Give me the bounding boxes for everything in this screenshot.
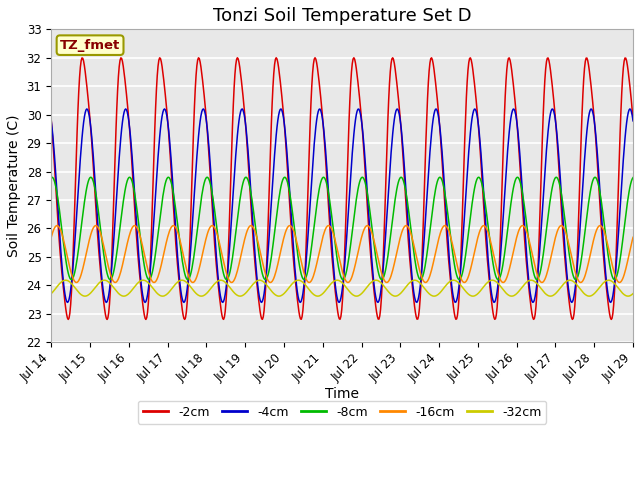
-32cm xyxy=(177,277,184,283)
X-axis label: Time: Time xyxy=(325,387,359,401)
Line: -4cm: -4cm xyxy=(51,109,633,302)
-4cm xyxy=(629,118,637,124)
-4cm xyxy=(58,260,65,266)
-32cm xyxy=(47,291,55,297)
-4cm xyxy=(118,126,125,132)
-2cm xyxy=(629,117,637,122)
-8cm xyxy=(591,174,599,180)
-4cm xyxy=(47,118,55,124)
-16cm xyxy=(58,230,65,236)
-8cm xyxy=(58,226,65,232)
-8cm xyxy=(47,175,55,180)
-32cm xyxy=(430,293,438,299)
-16cm xyxy=(209,223,217,229)
-32cm xyxy=(207,285,215,290)
-2cm xyxy=(118,59,126,64)
-8cm xyxy=(177,247,184,252)
Line: -8cm: -8cm xyxy=(51,177,633,280)
-2cm xyxy=(103,317,111,323)
-16cm xyxy=(170,223,177,228)
-16cm xyxy=(118,265,125,271)
Line: -32cm: -32cm xyxy=(51,280,633,296)
-16cm xyxy=(415,264,422,269)
-16cm xyxy=(629,234,637,240)
-16cm xyxy=(432,250,440,255)
-8cm xyxy=(611,277,618,283)
-4cm xyxy=(141,300,149,305)
-16cm xyxy=(179,248,186,253)
-4cm xyxy=(432,106,440,112)
-32cm xyxy=(58,279,65,285)
-4cm xyxy=(179,297,186,302)
-2cm xyxy=(58,268,65,274)
-32cm xyxy=(508,293,515,299)
-16cm xyxy=(150,279,158,285)
-16cm xyxy=(47,234,55,240)
-8cm xyxy=(207,186,215,192)
-32cm xyxy=(118,293,125,299)
Title: Tonzi Soil Temperature Set D: Tonzi Soil Temperature Set D xyxy=(213,7,472,25)
-32cm xyxy=(488,277,496,283)
-8cm xyxy=(118,211,125,217)
Text: TZ_fmet: TZ_fmet xyxy=(60,39,120,52)
-2cm xyxy=(178,301,186,307)
-8cm xyxy=(413,269,421,275)
-8cm xyxy=(430,196,438,202)
-4cm xyxy=(209,204,217,210)
-2cm xyxy=(432,80,440,86)
Legend: -2cm, -4cm, -8cm, -16cm, -32cm: -2cm, -4cm, -8cm, -16cm, -32cm xyxy=(138,401,547,423)
-32cm xyxy=(413,278,421,284)
-4cm xyxy=(415,295,422,300)
-2cm xyxy=(311,55,319,60)
Line: -2cm: -2cm xyxy=(51,58,633,320)
-32cm xyxy=(629,291,637,297)
Y-axis label: Soil Temperature (C): Soil Temperature (C) xyxy=(7,115,21,257)
-8cm xyxy=(629,175,637,180)
Line: -16cm: -16cm xyxy=(51,226,633,282)
-4cm xyxy=(122,106,129,112)
-2cm xyxy=(415,313,422,319)
-2cm xyxy=(209,206,216,212)
-2cm xyxy=(47,117,55,122)
